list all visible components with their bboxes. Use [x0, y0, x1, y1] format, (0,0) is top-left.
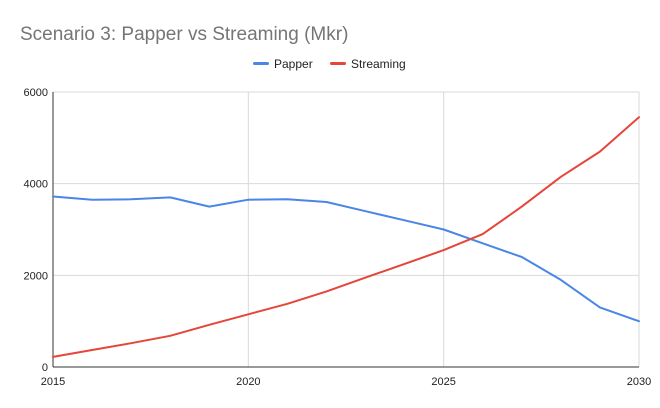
legend-label-streaming: Streaming: [351, 57, 406, 71]
legend: Papper Streaming: [253, 57, 406, 71]
legend-swatch-streaming: [330, 62, 346, 65]
y-tick-label: 0: [42, 362, 48, 374]
x-tick-label: 2015: [41, 376, 65, 388]
y-tick-label: 4000: [24, 179, 48, 191]
plot-series: [52, 116, 640, 358]
x-tick-label: 2030: [627, 376, 651, 388]
y-tick-label: 2000: [24, 270, 48, 282]
x-tick-label: 2020: [236, 376, 260, 388]
legend-swatch-papper: [253, 62, 269, 65]
gridlines: [53, 91, 640, 367]
y-tick-label: 6000: [24, 87, 48, 99]
x-axis-ticks: 2015 2020 2025 2030: [41, 376, 651, 388]
series-line-streaming: [52, 116, 640, 358]
legend-label-papper: Papper: [274, 57, 313, 71]
x-tick-label: 2025: [431, 376, 455, 388]
series-line-papper: [52, 195, 640, 323]
axes: [52, 92, 639, 368]
y-axis-ticks: 0 2000 4000 6000: [24, 87, 48, 374]
chart-title: Scenario 3: Papper vs Streaming (Mkr): [20, 24, 348, 45]
